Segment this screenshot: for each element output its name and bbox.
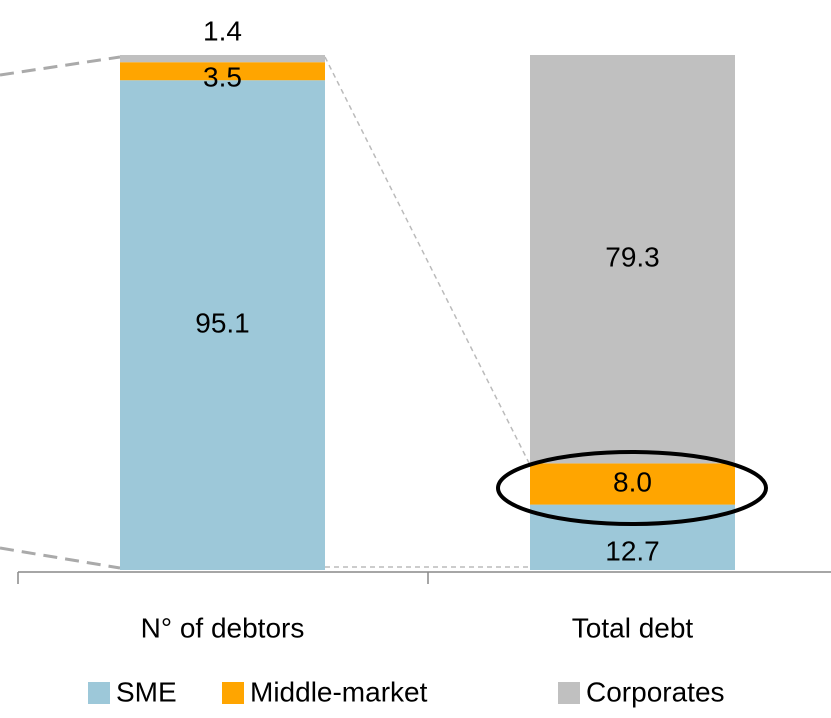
legend-swatch	[558, 682, 580, 704]
legend-label: Middle-market	[250, 676, 428, 707]
legend-swatch	[222, 682, 244, 704]
bar-segment	[530, 55, 735, 464]
bar-segment	[120, 55, 325, 63]
highlight-ellipse	[496, 450, 768, 526]
zoom-line	[0, 546, 121, 570]
connector-line	[324, 56, 531, 466]
bar-segment	[530, 463, 735, 505]
bar-segment	[120, 80, 325, 571]
value-label: 3.5	[203, 62, 242, 93]
zoom-line	[0, 55, 121, 77]
legend-label: Corporates	[586, 676, 725, 707]
value-label: 1.4	[203, 15, 242, 46]
x-tick-label: N° of debtors	[141, 612, 305, 643]
value-label: 8.0	[613, 466, 652, 497]
legend-swatch	[88, 682, 110, 704]
value-label: 79.3	[605, 242, 660, 273]
plot: 95.1 3.5 1.4 N° of debtors 12.7 8.0 79.3 Total …	[88, 15, 735, 707]
bar-segment	[120, 62, 325, 81]
value-label: 95.1	[195, 308, 250, 339]
legend-label: SME	[116, 676, 177, 707]
x-tick-label: Total debt	[572, 612, 694, 643]
value-label: 12.7	[605, 536, 660, 567]
bar-segment	[530, 504, 735, 570]
